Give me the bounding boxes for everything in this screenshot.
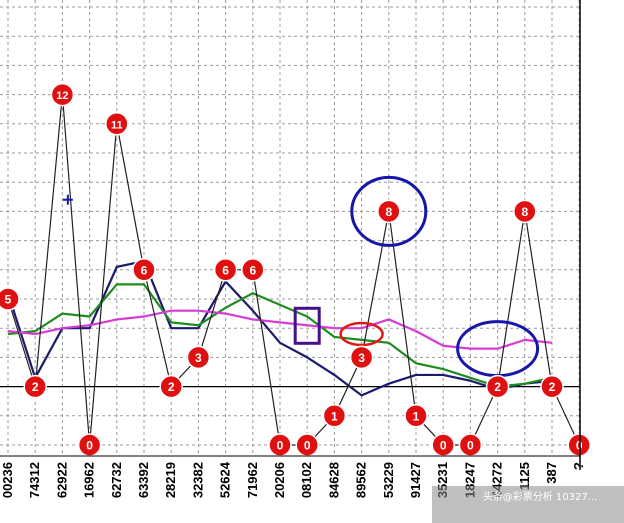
magenta-average-line — [7, 309, 553, 350]
value-marker-label: 3 — [195, 351, 202, 365]
value-marker-label: 1 — [331, 409, 338, 423]
value-marker — [132, 258, 156, 282]
value-marker-label: 2 — [168, 380, 175, 394]
watermark-layer: 头条@彩票分析 10327... — [432, 486, 624, 523]
value-marker — [159, 374, 183, 399]
value-marker-label: 2 — [32, 380, 39, 394]
value-marker-label: 0 — [277, 439, 284, 453]
x-tick-label: ? — [571, 462, 586, 470]
main-series-line — [7, 94, 580, 446]
watermark-text: 头条@彩票分析 10327... — [483, 490, 598, 503]
x-tick-label: 00236 — [0, 462, 15, 498]
watermark-backdrop — [432, 486, 624, 523]
x-tick-label: 387 — [544, 462, 559, 484]
x-tick-label: 16962 — [82, 462, 97, 498]
x-tick-label: 53229 — [381, 462, 396, 498]
value-marker — [322, 404, 347, 428]
value-marker-label: 0 — [86, 439, 93, 453]
value-marker — [186, 345, 211, 370]
green-average-line — [7, 283, 553, 388]
value-marker — [213, 258, 238, 282]
value-marker — [540, 374, 564, 399]
x-tick-label: 74312 — [27, 462, 42, 498]
value-marker — [23, 374, 47, 399]
value-marker-label: 6 — [141, 263, 148, 277]
x-tick-label: 89562 — [354, 462, 369, 498]
value-marker-label: 2 — [549, 380, 556, 394]
value-marker-label: 6 — [249, 263, 256, 277]
x-tick-label: 32382 — [190, 462, 205, 498]
annotation-circle — [339, 321, 384, 347]
average-lines-layer — [6, 259, 553, 397]
x-tick-label: 20206 — [272, 462, 287, 498]
value-marker-label: 0 — [467, 439, 474, 453]
main-series-layer — [7, 94, 580, 446]
x-tick-label: 28219 — [163, 462, 178, 498]
x-tick-label: 52624 — [218, 461, 233, 498]
value-marker — [241, 258, 265, 282]
x-tick-label: 63392 — [136, 462, 151, 498]
value-marker-label: 0 — [440, 439, 447, 453]
value-marker-label: 11 — [111, 119, 123, 131]
value-marker-label: 8 — [385, 205, 392, 219]
dark-blue-average-line — [6, 259, 553, 397]
value-marker-label: 12 — [56, 90, 68, 102]
x-tick-label: 71962 — [245, 462, 260, 498]
value-marker-label: 0 — [304, 439, 311, 453]
value-marker — [50, 82, 75, 107]
value-marker — [0, 287, 20, 311]
value-marker — [377, 199, 401, 224]
value-marker — [513, 199, 537, 224]
value-marker — [485, 374, 510, 399]
value-marker-label: 5 — [5, 293, 12, 307]
value-marker-label: 3 — [358, 351, 365, 365]
annotation-circle — [350, 175, 428, 247]
value-marker — [105, 112, 129, 136]
value-marker — [349, 345, 374, 370]
value-marker — [404, 404, 428, 428]
x-tick-label: 1125 — [517, 462, 532, 490]
axis-layer — [0, 0, 581, 470]
x-tick-label: 62732 — [109, 462, 124, 498]
x-tick-label: 08102 — [299, 462, 314, 498]
x-tick-label: 62922 — [54, 462, 69, 498]
value-marker-label: 1 — [413, 409, 420, 423]
value-marker-label: 6 — [222, 263, 229, 277]
value-marker-label: 2 — [494, 380, 501, 394]
value-marker-label: 8 — [521, 205, 528, 219]
annotation-layer — [62, 175, 540, 378]
annotation-box — [293, 306, 321, 345]
x-tick-label: 84628 — [326, 462, 341, 498]
x-tick-label: 91427 — [408, 462, 423, 498]
